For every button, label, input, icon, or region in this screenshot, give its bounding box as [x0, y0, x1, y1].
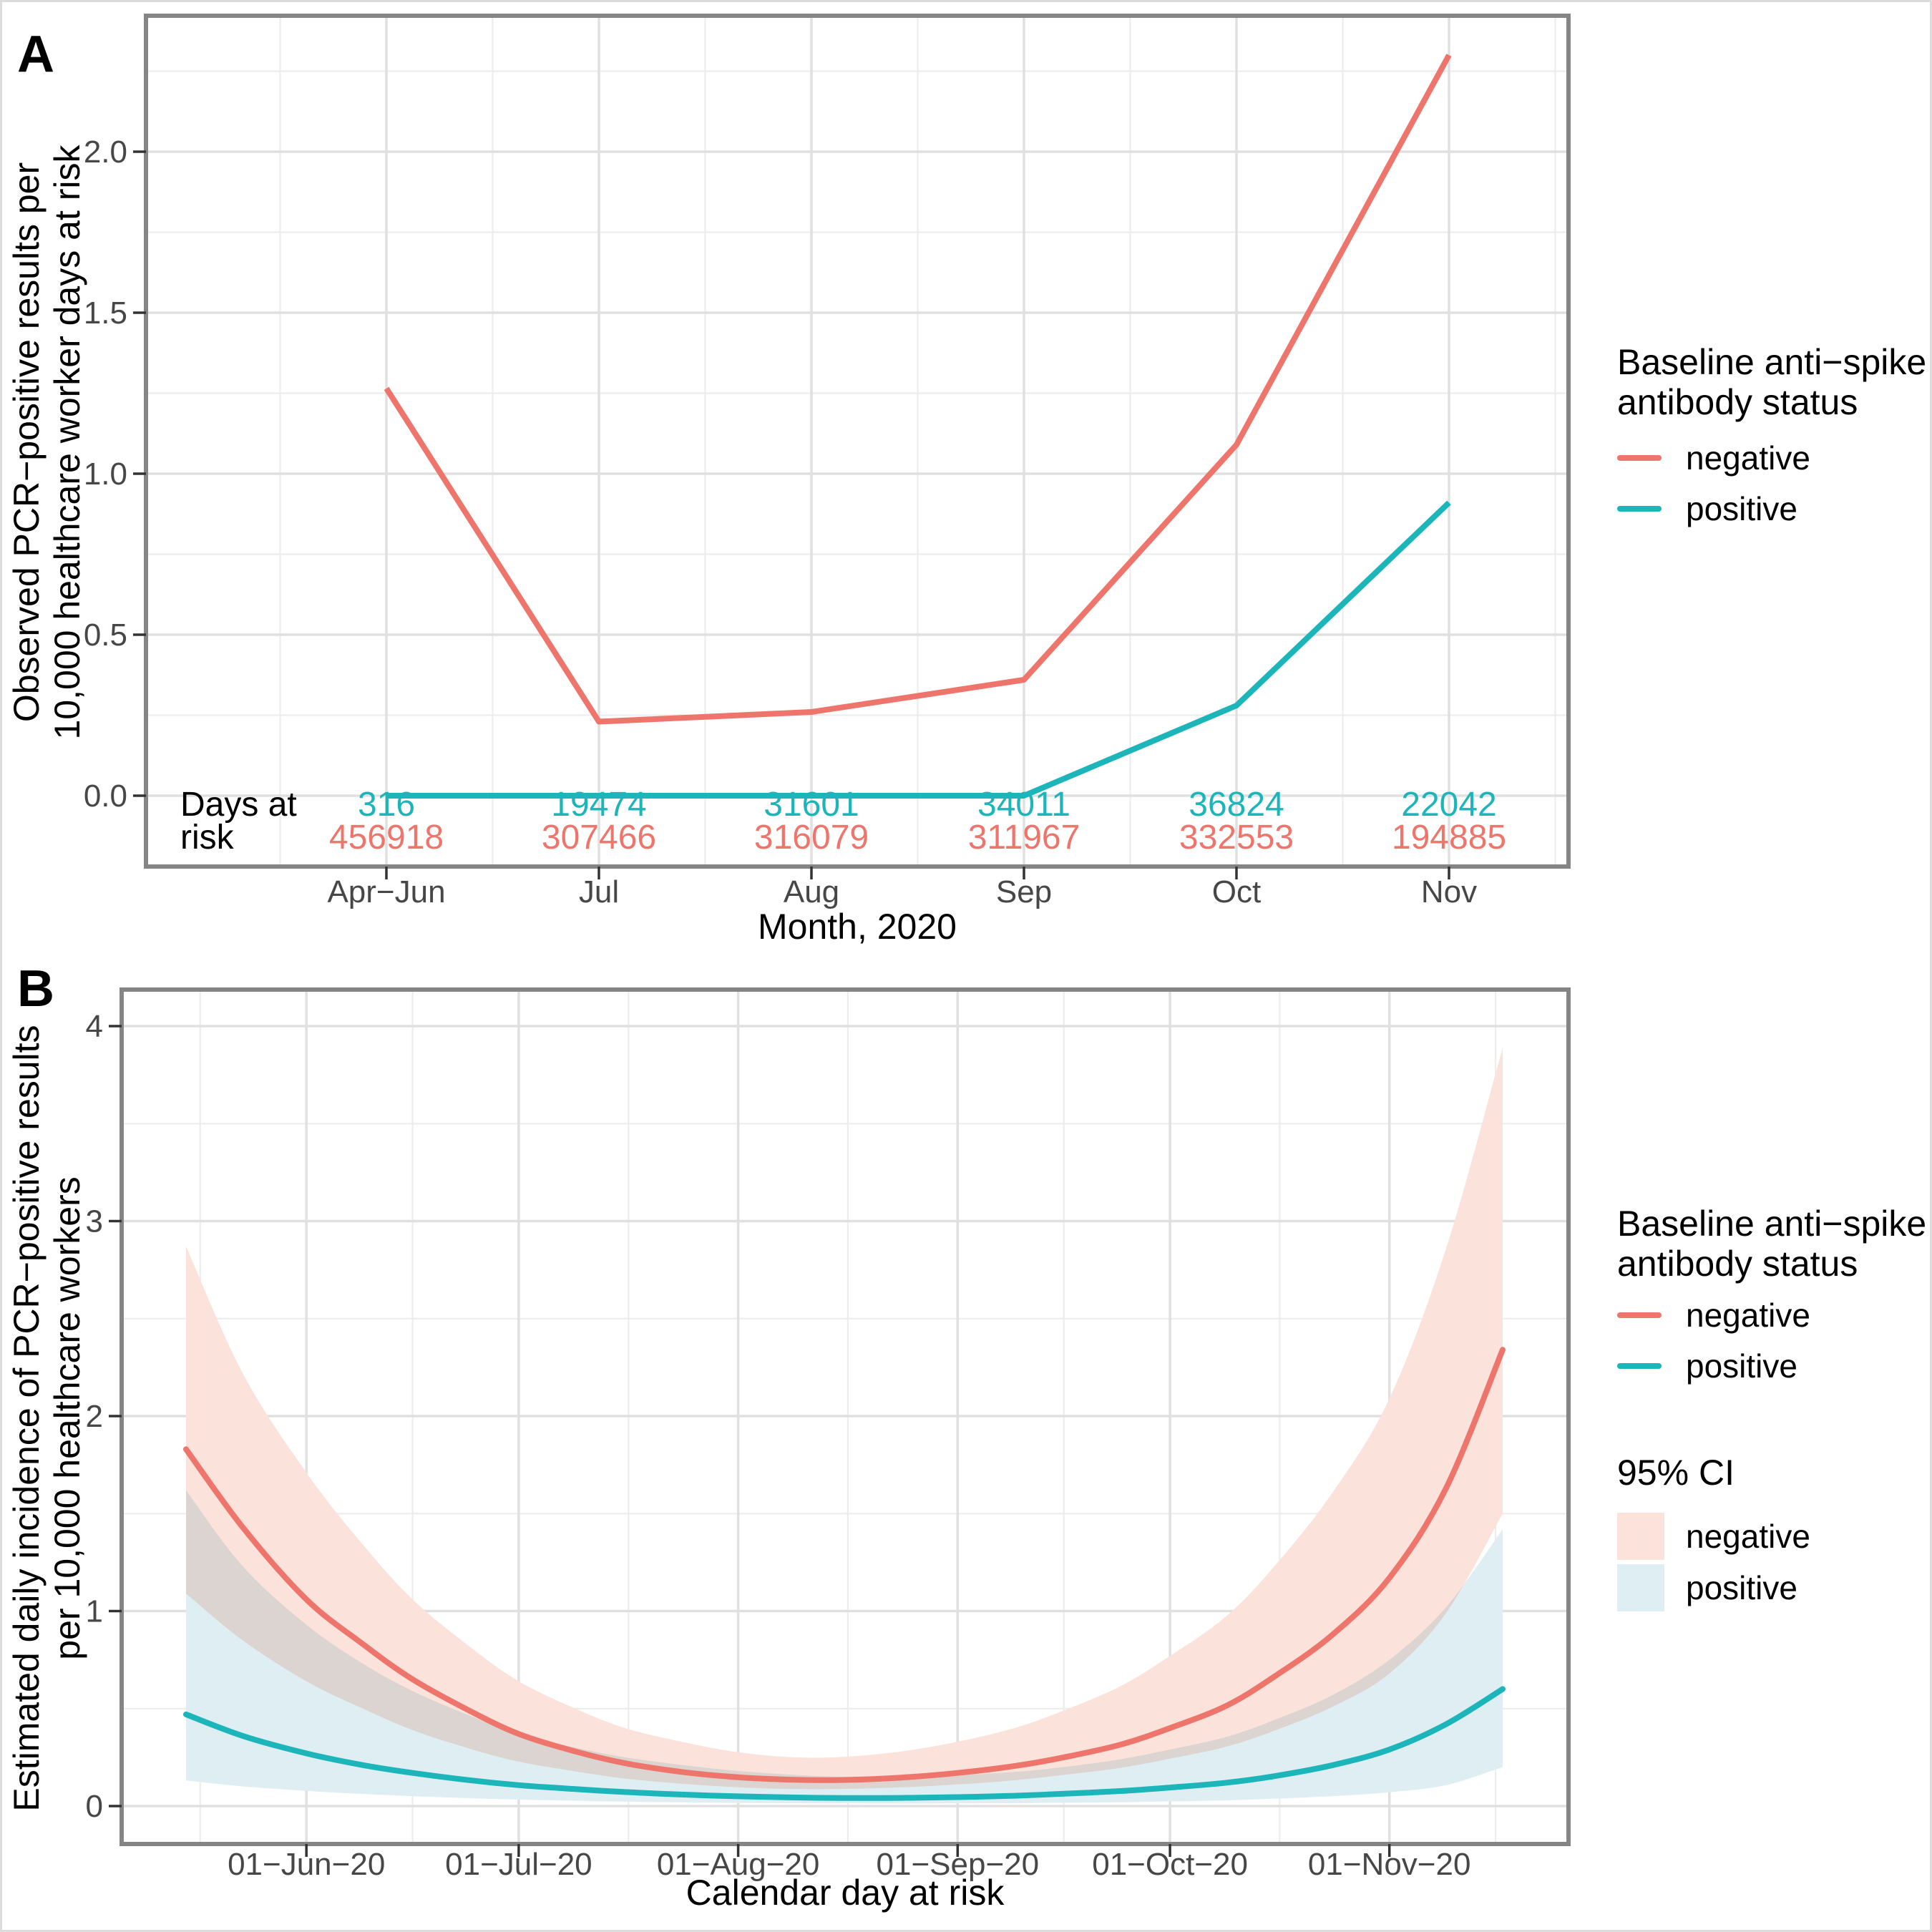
panel-b-ci-legend: 95% CI negative positive [1617, 1453, 1932, 1614]
panel-b-y-axis-title-line1: Estimated daily incidence of PCR−positiv… [6, 1025, 47, 1812]
negative-line-key-icon [1617, 454, 1662, 461]
days-at-risk-negative-value: 332553 [1179, 819, 1294, 857]
legend-item-negative: negative [1617, 1289, 1932, 1340]
x-axis-tick-label: Aug [784, 874, 839, 909]
y-axis-tick-label: 4 [86, 1009, 103, 1044]
legend-item-label: negative [1686, 1518, 1810, 1555]
panel-a-border [144, 14, 1571, 869]
days-at-risk-positive-value: 36824 [1189, 786, 1284, 824]
negative-ribbon-key-icon [1617, 1513, 1664, 1560]
legend-item-label: positive [1686, 1347, 1797, 1385]
panel-a-y-axis-title-line1: Observed PCR−positive results per [6, 162, 47, 723]
series-line-positive [386, 500, 1451, 799]
panel-a-series [384, 54, 1452, 799]
x-axis-tick-label: 01−Aug−20 [657, 1847, 820, 1882]
panel-b-status-legend-items: negative positive [1617, 1289, 1932, 1391]
days-at-risk-label-line1: Days at [180, 786, 297, 824]
panel-b-status-legend-title: Baseline anti−spike antibody status [1617, 1204, 1932, 1284]
days-at-risk-positive-value: 316 [358, 786, 415, 824]
panel-a-legend: Baseline anti−spike antibody status nega… [1617, 342, 1932, 534]
panel-b-tag: B [17, 960, 54, 1018]
x-axis-tick-label: Nov [1421, 874, 1477, 909]
y-axis-tick-label: 1.0 [84, 457, 127, 492]
panel-a-legend-title-line1: Baseline anti−spike [1617, 342, 1927, 382]
panel-a-gridlines [146, 16, 1568, 867]
panel-b-status-legend: Baseline anti−spike antibody status nega… [1617, 1204, 1932, 1391]
days-at-risk-label-line2: risk [180, 819, 235, 857]
days-at-risk-positive-value: 19474 [551, 786, 646, 824]
legend-item-label: negative [1686, 439, 1810, 477]
fitted-line-positive [183, 1686, 1506, 1801]
x-axis-tick-label: 01−Nov−20 [1308, 1847, 1471, 1882]
panel-b-ci-legend-items: negative positive [1617, 1511, 1932, 1614]
panel-b-ribbons [186, 1048, 1503, 1804]
panel-a-tick-labels: 0.0 0.5 1.0 1.5 2.0 Apr−Jun Jul Aug Sep Oct Nov [84, 135, 1477, 909]
x-axis-tick-label: 01−Oct−20 [1092, 1847, 1248, 1882]
y-axis-tick-label: 2.0 [84, 135, 127, 170]
y-axis-tick-label: 1.5 [84, 296, 127, 331]
ci-item-negative: negative [1617, 1511, 1932, 1561]
panel-b-series [183, 1347, 1506, 1801]
x-axis-tick-label: 01−Sep−20 [877, 1847, 1040, 1882]
panel-a-legend-title: Baseline anti−spike antibody status [1617, 342, 1932, 422]
panel-b-status-legend-title-line2: antibody status [1617, 1244, 1858, 1284]
days-at-risk-positive-value: 31601 [763, 786, 859, 824]
panel-a-legend-title-line2: antibody status [1617, 382, 1858, 422]
panel-a-tag: A [17, 26, 54, 83]
days-at-risk-positive-value: 34011 [977, 786, 1070, 824]
days-at-risk-negative-value: 194885 [1392, 819, 1506, 857]
panel-a-y-axis-title-line2: 10,000 healthcare worker days at risk [47, 145, 87, 740]
series-line-negative [384, 54, 1452, 725]
panel-b-tick-marks [109, 1025, 1391, 1857]
positive-ribbon-key-icon [1617, 1564, 1664, 1611]
panel-b: 0 1 2 3 4 01−Jun−20 01−Jul−20 01−Aug−20 01−Sep−2… [86, 987, 1571, 1882]
ci-item-positive: positive [1617, 1563, 1932, 1613]
positive-line-key-icon [1617, 1362, 1662, 1369]
panel-a: 0.0 0.5 1.0 1.5 2.0 Apr−Jun Jul Aug Sep Oct Nov Day… [84, 14, 1571, 909]
legend-item-negative: negative [1617, 432, 1932, 483]
legend-item-label: positive [1686, 1569, 1797, 1606]
legend-item-positive: positive [1617, 483, 1932, 534]
panel-a-y-axis-title: Observed PCR−positive results per 10,000… [6, 0, 91, 943]
legend-item-label: positive [1686, 489, 1797, 527]
x-axis-tick-label: 01−Jun−20 [228, 1847, 385, 1882]
fitted-line-negative [183, 1347, 1506, 1783]
days-at-risk-negative-value: 311967 [968, 819, 1080, 857]
panel-a-legend-items: negative positive [1617, 432, 1932, 534]
panel-b-y-axis-title-line2: per 10,000 healthcare workers [47, 1176, 87, 1660]
legend-item-positive: positive [1617, 1340, 1932, 1391]
panel-b-y-axis-title: Estimated daily incidence of PCR−positiv… [6, 917, 91, 1919]
negative-line-key-icon [1617, 1312, 1662, 1318]
y-axis-tick-label: 2 [86, 1399, 103, 1434]
legend-item-label: negative [1686, 1296, 1810, 1334]
y-axis-tick-label: 0.5 [84, 618, 127, 653]
panel-b-tick-labels: 0 1 2 3 4 01−Jun−20 01−Jul−20 01−Aug−20 01−Sep−2… [86, 1009, 1471, 1882]
days-at-risk-negative-value: 307466 [542, 819, 656, 857]
x-axis-tick-label: 01−Jul−20 [445, 1847, 592, 1882]
panel-b-ci-legend-title: 95% CI [1617, 1453, 1735, 1493]
y-axis-tick-label: 0 [86, 1789, 103, 1824]
y-axis-tick-label: 3 [86, 1204, 103, 1239]
x-axis-tick-label: Oct [1212, 874, 1261, 909]
y-axis-tick-label: 0.0 [84, 779, 127, 814]
panel-b-status-legend-title-line1: Baseline anti−spike [1617, 1204, 1927, 1244]
panel-a-x-axis-title: Month, 2020 [758, 907, 957, 947]
x-axis-tick-label: Jul [579, 874, 619, 909]
days-at-risk-positive-value: 22042 [1401, 786, 1496, 824]
x-axis-tick-label: Apr−Jun [327, 874, 445, 909]
panel-b-x-axis-title: Calendar day at risk [686, 1873, 1005, 1913]
panel-a-tick-marks [133, 150, 1450, 879]
x-axis-tick-label: Sep [996, 874, 1052, 909]
y-axis-tick-label: 1 [86, 1594, 103, 1629]
days-at-risk-negative-value: 316079 [754, 819, 869, 857]
ci-ribbon-negative [186, 1048, 1503, 1790]
positive-line-key-icon [1617, 505, 1662, 512]
days-at-risk-negative-value: 456918 [329, 819, 444, 857]
ci-ribbon-positive [186, 1490, 1503, 1804]
